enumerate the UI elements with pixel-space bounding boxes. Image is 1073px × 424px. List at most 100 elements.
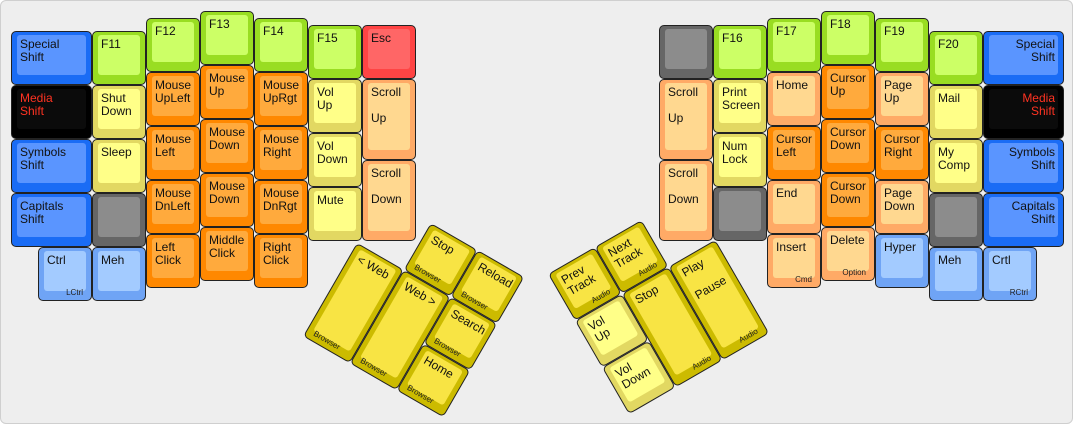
key-symbols-shift[interactable]: Symbols Shift bbox=[11, 139, 92, 193]
key-label: Print Screen bbox=[722, 85, 761, 112]
key-face: F16 bbox=[719, 29, 761, 69]
key-sublabel: Audio bbox=[690, 353, 713, 372]
key-symbols-shift[interactable]: Symbols Shift bbox=[983, 139, 1064, 193]
key-face bbox=[98, 197, 140, 237]
key-cursor-left[interactable]: Cursor Left bbox=[767, 126, 821, 180]
key-mouse-right[interactable]: Mouse Right bbox=[254, 126, 308, 180]
key-capitals-shift[interactable]: Capitals Shift bbox=[983, 193, 1064, 247]
key-home[interactable]: Home bbox=[767, 72, 821, 126]
key-sublabel: Cmd bbox=[795, 275, 812, 284]
key-face: Cursor Down bbox=[827, 123, 869, 163]
key-mail[interactable]: Mail bbox=[929, 85, 983, 139]
key-mute[interactable]: Mute bbox=[308, 187, 362, 241]
key-label: Mouse Up bbox=[209, 71, 246, 98]
key-scroll-up[interactable]: Scroll Up bbox=[659, 79, 713, 160]
key-label: Vol Down bbox=[317, 139, 348, 166]
key-media-shift[interactable]: Media Shift bbox=[983, 85, 1064, 139]
key-face: Esc bbox=[368, 29, 410, 69]
key-f18[interactable]: F18 bbox=[821, 11, 875, 65]
key-face: Mouse UpRgt bbox=[260, 76, 302, 116]
key-blank[interactable] bbox=[929, 193, 983, 247]
key-crtl[interactable]: Crtl RCtrl bbox=[983, 247, 1037, 301]
key-label: Capitals Shift bbox=[20, 199, 64, 226]
key-vol-down[interactable]: Vol Down bbox=[308, 133, 362, 187]
key-label: Ctrl bbox=[47, 253, 66, 267]
key-label: Mouse DnRgt bbox=[263, 186, 300, 213]
key-label: Play Pause bbox=[679, 255, 729, 303]
key-mouse-dnleft[interactable]: Mouse DnLeft bbox=[146, 180, 200, 234]
key-scroll-up[interactable]: Scroll Up bbox=[362, 79, 416, 160]
key-left-click[interactable]: Left Click bbox=[146, 234, 200, 288]
key-label: Mouse Left bbox=[155, 132, 192, 159]
key-page-up[interactable]: Page Up bbox=[875, 72, 929, 126]
key-f17[interactable]: F17 bbox=[767, 18, 821, 72]
key-vol-up[interactable]: Vol Up bbox=[308, 79, 362, 133]
key-f12[interactable]: F12 bbox=[146, 18, 200, 72]
key-shut-down[interactable]: Shut Down bbox=[92, 85, 146, 139]
key-special-shift[interactable]: Special Shift bbox=[983, 31, 1064, 85]
key-f14[interactable]: F14 bbox=[254, 18, 308, 72]
key-blank[interactable] bbox=[92, 193, 146, 247]
key-meh[interactable]: Meh bbox=[929, 247, 983, 301]
key-my-comp[interactable]: My Comp bbox=[929, 139, 983, 193]
key-f15[interactable]: F15 bbox=[308, 25, 362, 79]
key-cursor-up[interactable]: Cursor Up bbox=[821, 65, 875, 119]
key-esc[interactable]: Esc bbox=[362, 25, 416, 79]
key-face: Mouse DnLeft bbox=[152, 184, 194, 224]
key-middle-click[interactable]: Middle Click bbox=[200, 227, 254, 281]
key-label: Right Click bbox=[263, 240, 292, 267]
key-f13[interactable]: F13 bbox=[200, 11, 254, 65]
key-f11[interactable]: F11 bbox=[92, 31, 146, 85]
key-face: Meh bbox=[935, 251, 977, 291]
key-face: Mouse UpLeft bbox=[152, 76, 194, 116]
key-hyper[interactable]: Hyper bbox=[875, 234, 929, 288]
key-insert[interactable]: Insert Cmd bbox=[767, 234, 821, 288]
key-label: Page Down bbox=[884, 186, 915, 213]
key-cursor-down[interactable]: Cursor Down bbox=[821, 119, 875, 173]
key-print-screen[interactable]: Print Screen bbox=[713, 79, 767, 133]
key-mouse-upleft[interactable]: Mouse UpLeft bbox=[146, 72, 200, 126]
key-label: Num Lock bbox=[722, 139, 748, 166]
key-delete[interactable]: Delete Option bbox=[821, 227, 875, 281]
key-face: Capitals Shift bbox=[989, 197, 1058, 237]
key-label: F12 bbox=[155, 24, 176, 38]
key-capitals-shift[interactable]: Capitals Shift bbox=[11, 193, 92, 247]
key-mouse-up[interactable]: Mouse Up bbox=[200, 65, 254, 119]
key-face: Cursor Up bbox=[827, 69, 869, 109]
key-ctrl[interactable]: Ctrl LCtrl bbox=[38, 247, 92, 301]
key-face: Right Click bbox=[260, 238, 302, 278]
key-page-down[interactable]: Page Down bbox=[875, 180, 929, 234]
key-sublabel: Option bbox=[842, 268, 866, 277]
key-face: Mail bbox=[935, 89, 977, 129]
key-blank[interactable] bbox=[713, 187, 767, 241]
key-meh[interactable]: Meh bbox=[92, 247, 146, 301]
key-label: Meh bbox=[938, 253, 962, 267]
key-f16[interactable]: F16 bbox=[713, 25, 767, 79]
key-sleep[interactable]: Sleep bbox=[92, 139, 146, 193]
key-cursor-right[interactable]: Cursor Right bbox=[875, 126, 929, 180]
key-media-shift[interactable]: Media Shift bbox=[11, 85, 92, 139]
key-f19[interactable]: F19 bbox=[875, 18, 929, 72]
key-scroll-down[interactable]: Scroll Down bbox=[362, 160, 416, 241]
key-face: Insert Cmd bbox=[773, 238, 815, 284]
key-mouse-uprgt[interactable]: Mouse UpRgt bbox=[254, 72, 308, 126]
key-right-click[interactable]: Right Click bbox=[254, 234, 308, 288]
key-blank[interactable] bbox=[659, 25, 713, 79]
key-face: Next Track Audio bbox=[601, 226, 659, 283]
key-face: Vol Down bbox=[314, 137, 356, 177]
key-f20[interactable]: F20 bbox=[929, 31, 983, 85]
key-num-lock[interactable]: Num Lock bbox=[713, 133, 767, 187]
key-scroll-down[interactable]: Scroll Down bbox=[659, 160, 713, 241]
key-mouse-down[interactable]: Mouse Down bbox=[200, 173, 254, 227]
key-face: Media Shift bbox=[989, 89, 1058, 129]
key-mouse-down[interactable]: Mouse Down bbox=[200, 119, 254, 173]
key-mouse-dnrgt[interactable]: Mouse DnRgt bbox=[254, 180, 308, 234]
key-mouse-left[interactable]: Mouse Left bbox=[146, 126, 200, 180]
key-special-shift[interactable]: Special Shift bbox=[11, 31, 92, 85]
key-end[interactable]: End bbox=[767, 180, 821, 234]
key-face: Scroll Up bbox=[368, 83, 410, 150]
key-sublabel: RCtrl bbox=[1009, 288, 1028, 297]
key-face: Shut Down bbox=[98, 89, 140, 129]
key-face: F15 bbox=[314, 29, 356, 69]
key-cursor-down[interactable]: Cursor Down bbox=[821, 173, 875, 227]
